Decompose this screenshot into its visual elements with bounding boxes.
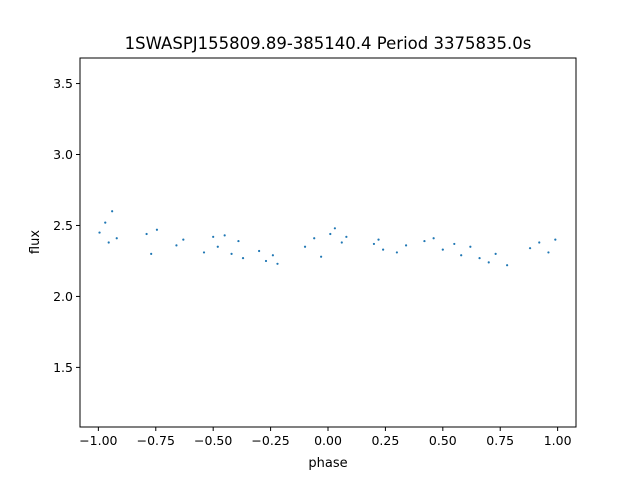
data-point [506, 264, 509, 267]
y-axis-label: flux [28, 230, 43, 254]
data-point [150, 252, 153, 255]
data-point [528, 247, 532, 250]
x-tick-label: 0.75 [486, 433, 514, 448]
data-point [313, 237, 316, 240]
data-point [104, 221, 107, 224]
data-point [216, 245, 219, 248]
data-point [223, 234, 226, 237]
data-point [453, 242, 456, 246]
data-point [478, 257, 481, 260]
x-axis-ticks: −1.00 −0.75 −0.50 −0.25 0.00 0.25 0.50 0.75 1.00 [79, 427, 572, 448]
x-tick-label: 0.50 [429, 433, 457, 448]
data-point [258, 249, 261, 253]
data-point [264, 259, 268, 263]
data-point [547, 251, 550, 254]
plot-frame [79, 57, 577, 428]
data-point [494, 252, 497, 255]
data-point [340, 241, 343, 244]
data-point [98, 231, 101, 234]
data-point [145, 232, 148, 236]
data-point [175, 244, 178, 247]
data-point [237, 239, 240, 243]
data-point [212, 235, 215, 238]
x-tick-label: −0.75 [137, 433, 175, 448]
data-point [382, 248, 385, 251]
y-axis-ticks: 1.5 2.0 2.5 3.0 3.5 [53, 76, 80, 375]
x-tick-label: 0.25 [371, 433, 399, 448]
x-axis-label: phase [308, 456, 347, 471]
data-point [441, 248, 444, 251]
data-point [333, 227, 336, 230]
x-tick-label: 0.00 [314, 433, 342, 448]
x-tick-label: −0.50 [194, 433, 232, 448]
data-point [320, 255, 323, 258]
data-point [372, 242, 376, 246]
x-tick-label: −0.25 [251, 433, 289, 448]
data-point [155, 228, 159, 231]
data-point [423, 239, 426, 243]
data-point [554, 238, 557, 241]
data-point [230, 252, 233, 255]
data-point [329, 232, 332, 236]
data-point [469, 245, 472, 248]
data-point [276, 262, 279, 265]
data-point [111, 210, 114, 213]
y-tick-label: 1.5 [53, 360, 73, 375]
data-point [303, 245, 307, 248]
data-point [395, 251, 398, 254]
data-points [98, 210, 557, 267]
data-point [202, 251, 206, 254]
data-point [107, 241, 110, 244]
data-point [460, 254, 463, 257]
data-point [182, 238, 185, 241]
data-point [115, 237, 118, 240]
y-tick-label: 3.0 [53, 147, 73, 162]
data-point [345, 235, 348, 238]
chart-title: 1SWASPJ155809.89-385140.4 Period 3375835… [125, 34, 532, 53]
y-tick-label: 2.5 [53, 218, 73, 233]
y-tick-label: 3.5 [53, 76, 73, 91]
data-point [432, 237, 435, 240]
x-tick-label: 1.00 [544, 433, 572, 448]
x-tick-label: −1.00 [79, 433, 117, 448]
data-point [487, 261, 490, 264]
data-point [538, 241, 541, 244]
data-point [241, 257, 245, 260]
data-point [404, 244, 408, 247]
data-point [271, 254, 274, 257]
y-tick-label: 2.0 [53, 289, 73, 304]
data-point [377, 238, 380, 241]
